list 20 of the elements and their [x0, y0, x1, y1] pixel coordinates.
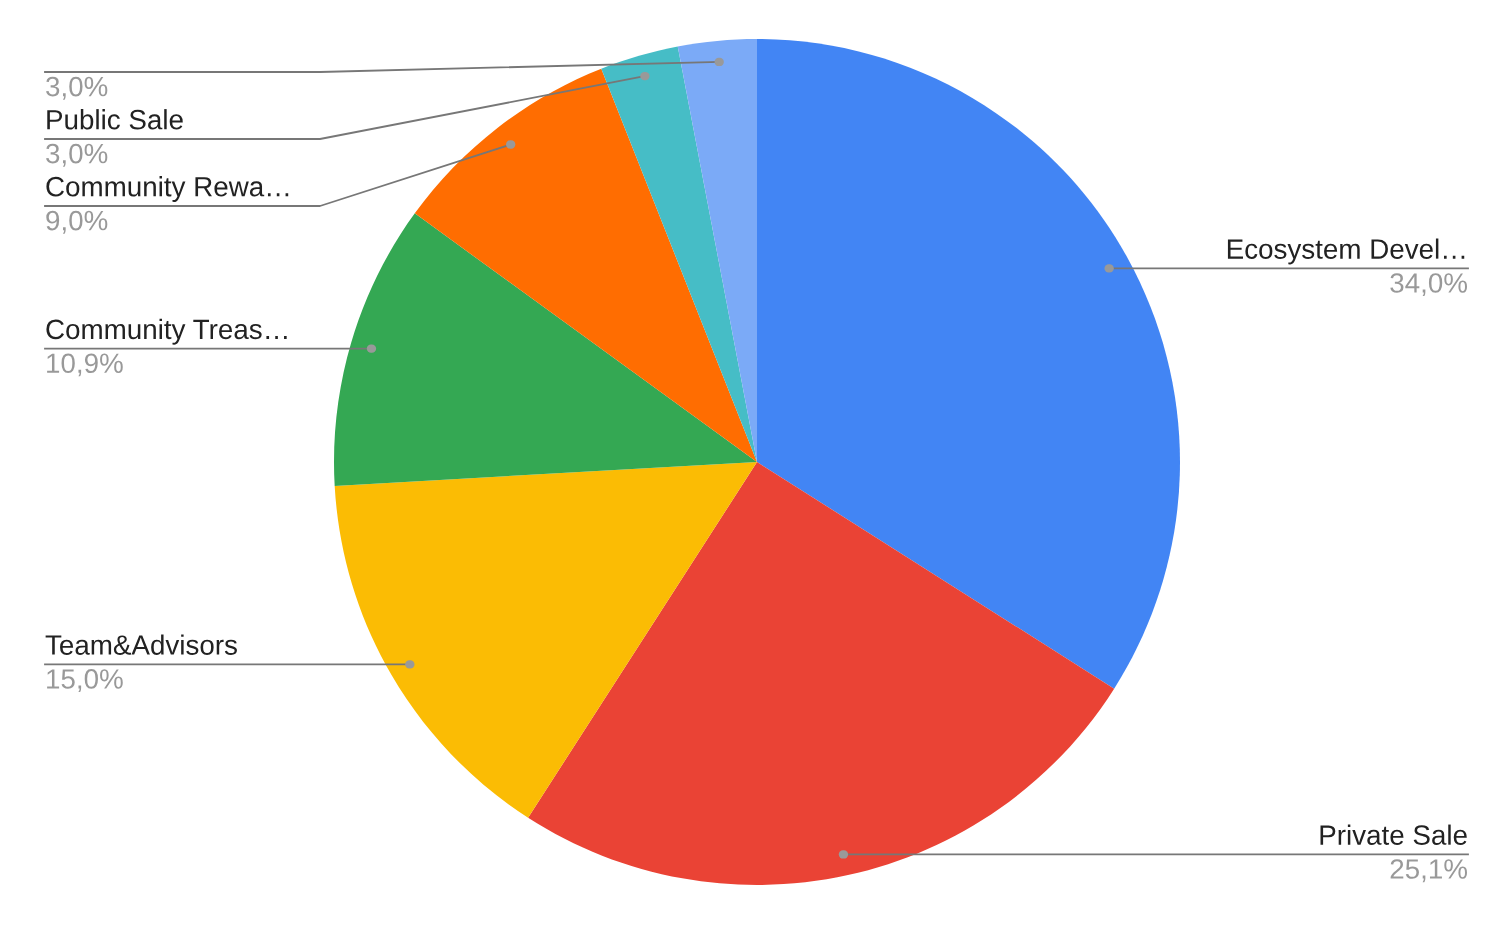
pie-slice — [677, 39, 757, 462]
slice-label: Community Rewa… — [46, 176, 289, 202]
slice-label: Team&Advisors — [45, 634, 237, 655]
pie-slice — [528, 462, 1115, 885]
data-label: 15,0% — [47, 669, 123, 693]
data-label: 10,9% — [47, 353, 123, 377]
pie-slice — [334, 213, 757, 486]
pie-slice — [601, 46, 757, 462]
data-label: 9,0% — [46, 210, 108, 234]
data-label: 34,0% — [1390, 273, 1468, 297]
slice-label: Community Treas… — [46, 318, 287, 345]
slice-label: Ecosystem Devel… — [1227, 238, 1465, 265]
pie-slice — [757, 39, 1180, 689]
pie-slice — [414, 68, 757, 462]
pie-slice — [334, 462, 757, 818]
slice-label: Private Sale — [1320, 824, 1467, 845]
data-label: 25,1% — [1390, 859, 1468, 883]
data-label: 3,0% — [46, 76, 108, 100]
data-label: 3,0% — [46, 143, 108, 167]
slice-label: Public Sale — [47, 109, 183, 130]
